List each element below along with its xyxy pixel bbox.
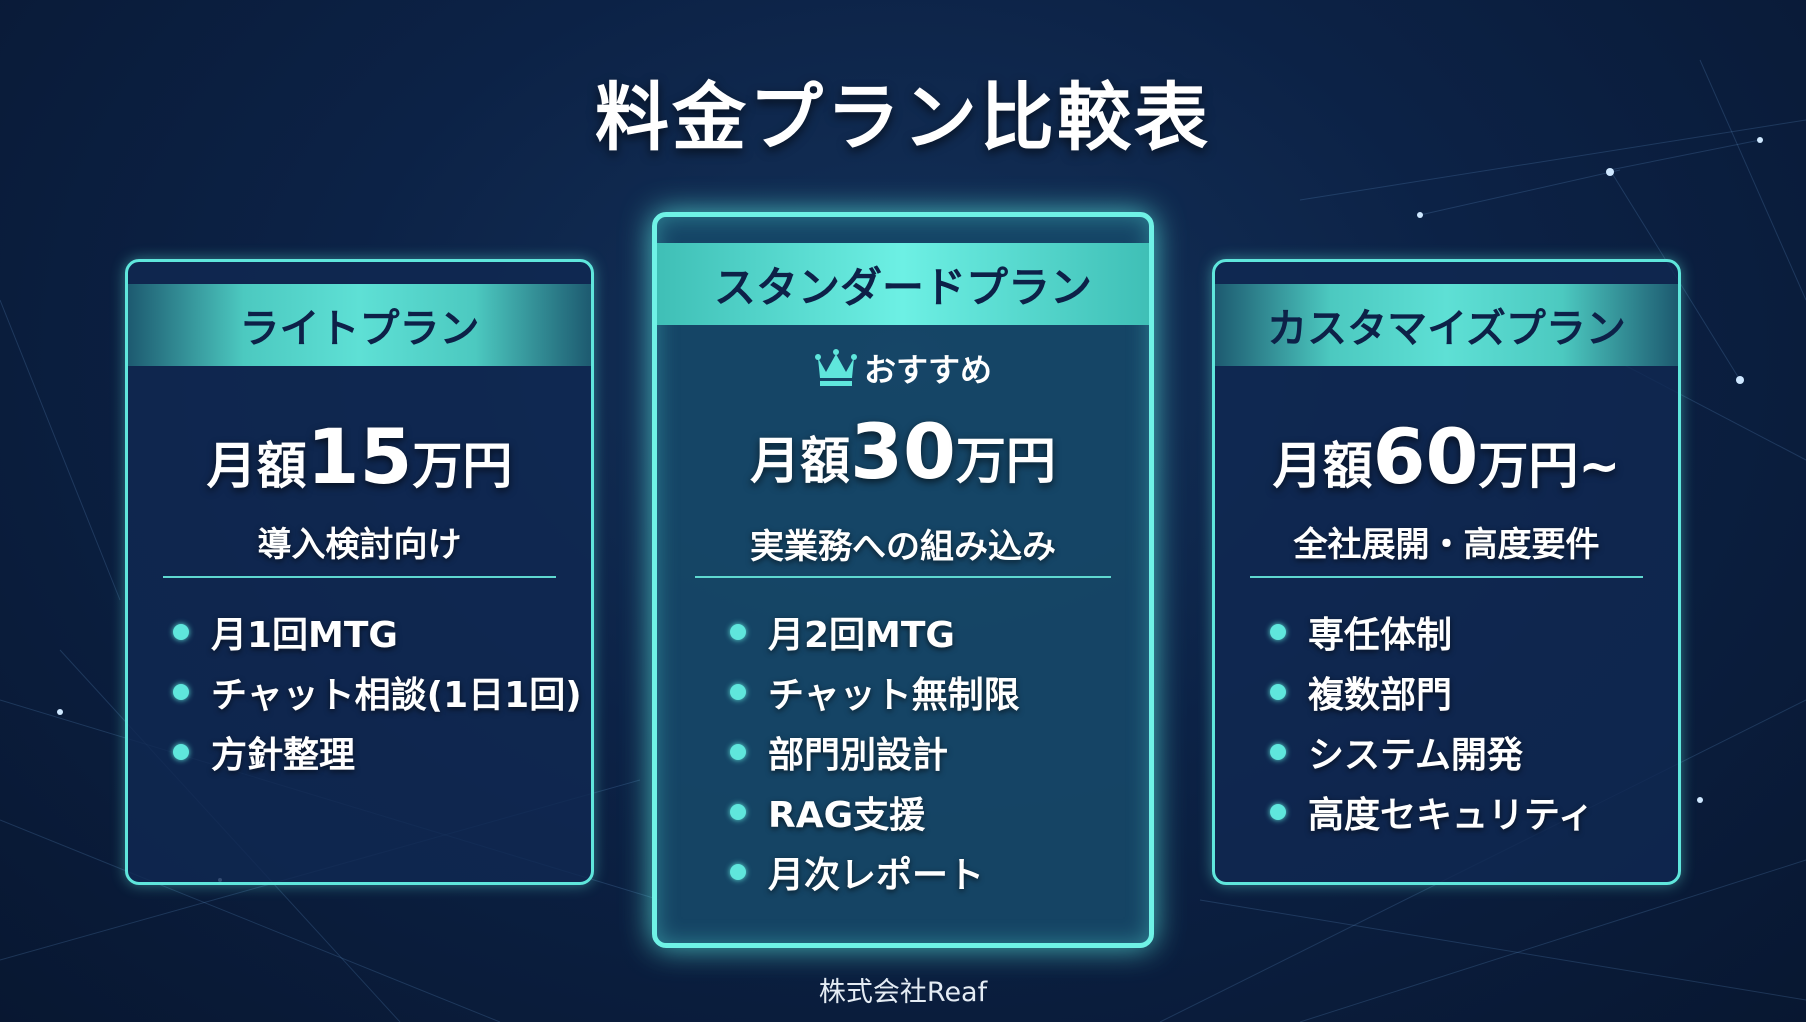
plan-name: カスタマイズプラン <box>1215 284 1678 366</box>
plan-tagline: 全社展開・高度要件 <box>1293 525 1600 565</box>
company-name: 株式会社Reaf <box>818 977 988 1008</box>
feature-item: 複数部門 <box>1270 662 1594 722</box>
feature-item: 月次レポート <box>730 842 1020 902</box>
feature-item: 部門別設計 <box>730 722 1020 782</box>
feature-item: RAG支援 <box>730 782 1020 842</box>
plan-price: 月額60万円~ <box>1272 412 1621 501</box>
bullet-icon <box>1270 624 1286 640</box>
feature-list: 専任体制 複数部門 システム開発 高度セキュリティ <box>1270 602 1594 842</box>
feature-item: チャット相談(1日1回) <box>173 662 582 722</box>
plan-card-standard: スタンダードプラン おすすめ 月額30万円 実業務への組み込み 月2回MTG チ… <box>652 212 1154 948</box>
crown-icon <box>814 349 857 386</box>
plan-price: 月額30万円 <box>750 407 1056 496</box>
feature-list: 月2回MTG チャット無制限 部門別設計 RAG支援 月次レポート <box>730 602 1020 902</box>
plan-card-custom: カスタマイズプラン 月額60万円~ 全社展開・高度要件 専任体制 複数部門 シス… <box>1212 259 1681 885</box>
divider <box>695 576 1111 578</box>
divider <box>1250 576 1643 578</box>
plan-card-light: ライトプラン 月額15万円 導入検討向け 月1回MTG チャット相談(1日1回)… <box>125 259 594 885</box>
plan-name: ライトプラン <box>128 284 591 366</box>
page-title: 料金プラン比較表 <box>595 75 1211 161</box>
bullet-icon <box>730 684 746 700</box>
plan-price: 月額15万円 <box>206 412 513 501</box>
bullet-icon <box>173 744 189 760</box>
bullet-icon <box>730 804 746 820</box>
feature-item: 月2回MTG <box>730 602 1020 662</box>
plan-tagline: 導入検討向け <box>257 525 462 565</box>
feature-item: 専任体制 <box>1270 602 1594 662</box>
bullet-icon <box>730 624 746 640</box>
divider <box>163 576 556 578</box>
feature-item: 月1回MTG <box>173 602 582 662</box>
bullet-icon <box>730 864 746 880</box>
bullet-icon <box>1270 804 1286 820</box>
bullet-icon <box>173 684 189 700</box>
plan-tagline: 実業務への組み込み <box>750 527 1056 567</box>
bullet-icon <box>1270 684 1286 700</box>
bullet-icon <box>730 744 746 760</box>
feature-item: 高度セキュリティ <box>1270 782 1594 842</box>
feature-item: チャット無制限 <box>730 662 1020 722</box>
feature-item: 方針整理 <box>173 722 582 782</box>
recommended-badge: おすすめ <box>657 345 1149 391</box>
feature-item: システム開発 <box>1270 722 1594 782</box>
plan-name: スタンダードプラン <box>657 243 1149 325</box>
bullet-icon <box>1270 744 1286 760</box>
feature-list: 月1回MTG チャット相談(1日1回) 方針整理 <box>173 602 582 782</box>
bullet-icon <box>173 624 189 640</box>
